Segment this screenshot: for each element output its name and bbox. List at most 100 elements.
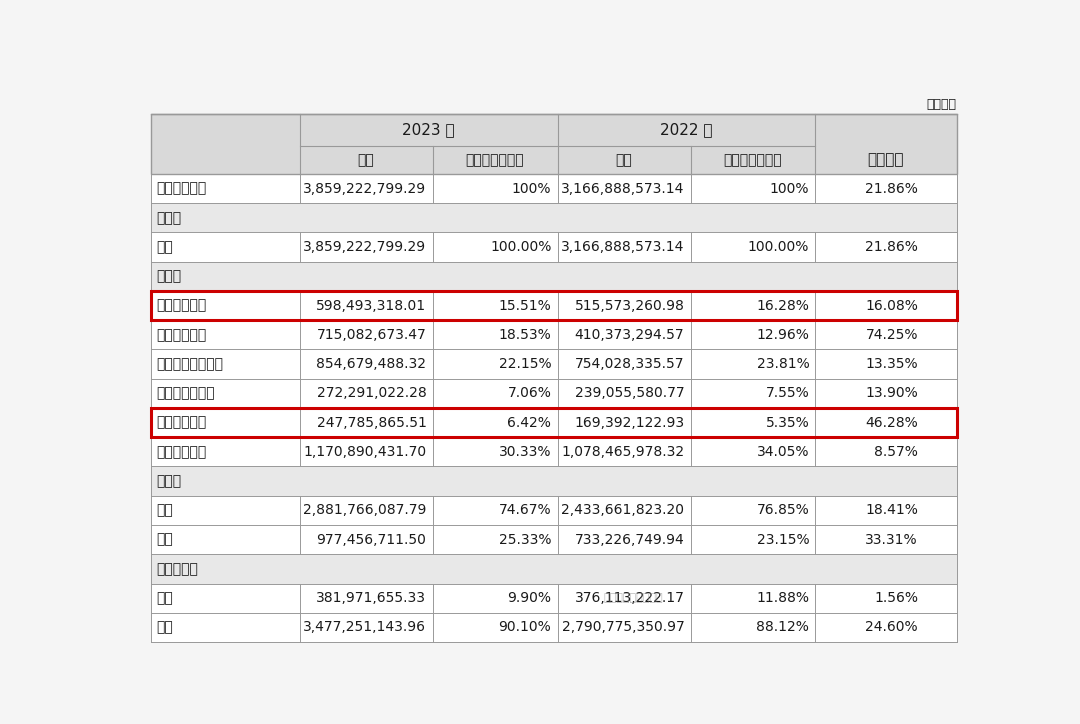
Text: 同比增减: 同比增减	[867, 153, 904, 167]
Text: 100%: 100%	[770, 182, 809, 195]
Bar	[150, 496, 957, 525]
Text: 376,113,222.17: 376,113,222.17	[575, 592, 685, 605]
Text: 5.35%: 5.35%	[766, 416, 809, 429]
Text: 33.31%: 33.31%	[865, 533, 918, 547]
Text: 2,433,661,823.20: 2,433,661,823.20	[562, 503, 685, 518]
Text: 977,456,711.50: 977,456,711.50	[316, 533, 427, 547]
Text: 其他材料板块: 其他材料板块	[157, 445, 207, 459]
Text: 74.25%: 74.25%	[865, 328, 918, 342]
Text: 12.96%: 12.96%	[756, 328, 809, 342]
Text: 18.41%: 18.41%	[865, 503, 918, 518]
Text: 分行业: 分行业	[157, 211, 181, 224]
Text: 生物医疗材料板块: 生物医疗材料板块	[157, 357, 224, 371]
Text: 100.00%: 100.00%	[747, 240, 809, 254]
Text: 分地区: 分地区	[157, 474, 181, 488]
Text: 25.33%: 25.33%	[499, 533, 551, 547]
Text: 7.55%: 7.55%	[766, 387, 809, 400]
Text: 营业收入合计: 营业收入合计	[157, 182, 207, 195]
Text: 分销售模式: 分销售模式	[157, 562, 199, 576]
Bar	[150, 261, 957, 291]
Text: 21.86%: 21.86%	[865, 240, 918, 254]
Text: 76.85%: 76.85%	[756, 503, 809, 518]
Text: 16.28%: 16.28%	[756, 298, 809, 313]
Bar	[150, 291, 957, 320]
Text: 3,166,888,573.14: 3,166,888,573.14	[561, 182, 685, 195]
Text: 分销: 分销	[157, 592, 174, 605]
Text: 7.06%: 7.06%	[508, 387, 551, 400]
Text: 1,170,890,431.70: 1,170,890,431.70	[303, 445, 427, 459]
Text: 3,477,251,143.96: 3,477,251,143.96	[303, 620, 427, 634]
Text: 电子材料板块: 电子材料板块	[157, 298, 207, 313]
Text: 598,493,318.01: 598,493,318.01	[316, 298, 427, 313]
Bar	[150, 203, 957, 232]
Text: 715,082,673.47: 715,082,673.47	[316, 328, 427, 342]
Text: 21.86%: 21.86%	[865, 182, 918, 195]
Text: 22.15%: 22.15%	[499, 357, 551, 371]
Bar	[150, 291, 957, 320]
Bar	[150, 408, 957, 437]
Text: 515,573,260.98: 515,573,260.98	[575, 298, 685, 313]
Text: 金额: 金额	[357, 153, 375, 167]
Bar	[150, 379, 957, 408]
Text: 100%: 100%	[512, 182, 551, 195]
Text: 11.88%: 11.88%	[756, 592, 809, 605]
Text: 金额: 金额	[616, 153, 633, 167]
Text: 733,226,749.94: 733,226,749.94	[575, 533, 685, 547]
Text: 754,028,335.57: 754,028,335.57	[575, 357, 685, 371]
Text: 247,785,865.51: 247,785,865.51	[316, 416, 427, 429]
Text: 6.42%: 6.42%	[508, 416, 551, 429]
Text: 169,392,122.93: 169,392,122.93	[575, 416, 685, 429]
Text: 工业: 工业	[157, 240, 174, 254]
Text: 13.35%: 13.35%	[865, 357, 918, 371]
Text: 直销: 直销	[157, 620, 174, 634]
Text: 24.60%: 24.60%	[865, 620, 918, 634]
Bar	[150, 584, 957, 613]
Text: 2023 年: 2023 年	[402, 122, 455, 138]
Text: 8.57%: 8.57%	[874, 445, 918, 459]
Bar	[150, 114, 957, 174]
Text: 3,166,888,573.14: 3,166,888,573.14	[561, 240, 685, 254]
Text: 16.08%: 16.08%	[865, 298, 918, 313]
Bar	[150, 174, 957, 203]
Bar	[150, 408, 957, 437]
Text: 30.33%: 30.33%	[499, 445, 551, 459]
Text: 90.10%: 90.10%	[499, 620, 551, 634]
Bar	[150, 114, 957, 174]
Text: 9.90%: 9.90%	[508, 592, 551, 605]
Text: 23.81%: 23.81%	[756, 357, 809, 371]
Bar	[150, 466, 957, 496]
Text: 381,971,655.33: 381,971,655.33	[316, 592, 427, 605]
Text: 272,291,022.28: 272,291,022.28	[316, 387, 427, 400]
Bar	[150, 525, 957, 555]
Text: 3,859,222,799.29: 3,859,222,799.29	[303, 182, 427, 195]
Text: 2022 年: 2022 年	[660, 122, 713, 138]
Text: 新能源材料板块: 新能源材料板块	[157, 387, 215, 400]
Text: 单位：元: 单位：元	[927, 98, 957, 111]
Text: 23.15%: 23.15%	[757, 533, 809, 547]
Bar	[150, 437, 957, 466]
Text: 13.90%: 13.90%	[865, 387, 918, 400]
Text: 15.51%: 15.51%	[499, 298, 551, 313]
Text: 2,881,766,087.79: 2,881,766,087.79	[303, 503, 427, 518]
Text: 854,679,488.32: 854,679,488.32	[316, 357, 427, 371]
Text: 1,078,465,978.32: 1,078,465,978.32	[562, 445, 685, 459]
Text: 2,790,775,350.97: 2,790,775,350.97	[562, 620, 685, 634]
Text: 分产品: 分产品	[157, 269, 181, 283]
Text: 占营业收入比重: 占营业收入比重	[465, 153, 525, 167]
Text: 1.56%: 1.56%	[874, 592, 918, 605]
Text: 境内: 境内	[157, 503, 174, 518]
Text: 410,373,294.57: 410,373,294.57	[575, 328, 685, 342]
Text: 精密陶瓷板块: 精密陶瓷板块	[157, 416, 207, 429]
Text: 88.12%: 88.12%	[756, 620, 809, 634]
Text: 境外: 境外	[157, 533, 174, 547]
Bar	[150, 232, 957, 261]
Bar	[150, 350, 957, 379]
Text: 239,055,580.77: 239,055,580.77	[575, 387, 685, 400]
Bar	[150, 613, 957, 642]
Text: 3,859,222,799.29: 3,859,222,799.29	[303, 240, 427, 254]
Text: 催化材料板块: 催化材料板块	[157, 328, 207, 342]
Text: 占营业收入比重: 占营业收入比重	[724, 153, 782, 167]
Bar	[150, 555, 957, 584]
Text: 74.67%: 74.67%	[499, 503, 551, 518]
Text: 34.05%: 34.05%	[757, 445, 809, 459]
